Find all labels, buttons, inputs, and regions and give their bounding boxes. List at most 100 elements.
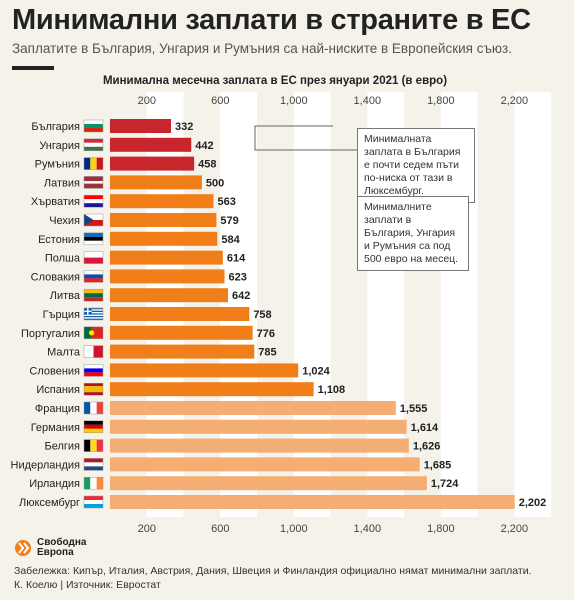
country-flag-icon (83, 176, 104, 189)
bar-row: Унгария 442 (39, 137, 214, 152)
value-label: 2,202 (519, 497, 547, 509)
country-label: Естония (38, 234, 80, 246)
bar-row: Испания 1,108 (36, 382, 346, 397)
rfe-logo-icon (15, 540, 31, 556)
country-flag-icon (83, 420, 104, 434)
bar (110, 250, 223, 265)
bar (110, 419, 407, 434)
bar (110, 213, 217, 227)
value-label: 785 (258, 347, 276, 359)
x-tick-label-bottom: 1,000 (280, 523, 308, 535)
grid-band (514, 92, 552, 517)
bar-row: Малта 785 (47, 344, 277, 359)
wage-bar-chart: Минимална месечна заплата в ЕС през януа… (11, 75, 552, 535)
country-label: Словакия (31, 271, 80, 283)
country-label: Германия (31, 422, 80, 434)
bar-row: Люксембург 2,202 (19, 495, 546, 509)
value-label: 563 (217, 196, 235, 208)
bar-row: Чехия 579 (49, 213, 239, 227)
value-label: 642 (232, 290, 250, 302)
country-label: Франция (35, 403, 80, 415)
grid-band (146, 92, 184, 517)
value-label: 1,024 (302, 365, 330, 377)
country-label: Ирландия (29, 478, 80, 490)
value-label: 1,614 (411, 422, 439, 434)
x-tick-label-top: 1,000 (280, 95, 308, 107)
x-tick-label-top: 1,800 (427, 95, 455, 107)
top-axis: 200 600 1,000 1,400 1,800 2,200 (138, 95, 529, 107)
bar-row: Естония 584 (38, 231, 241, 246)
bar (110, 325, 253, 340)
country-label: Люксембург (19, 497, 80, 509)
bar-row: Словакия 623 (31, 269, 247, 284)
country-flag-icon (83, 439, 104, 452)
bar-rows: България 332 Унгария 442 Румъния 458 Латвия 500… (11, 119, 546, 509)
bar (110, 175, 202, 190)
chart-title: Минимална месечна заплата в ЕС през януа… (103, 75, 447, 87)
x-tick-label-bottom: 200 (138, 523, 156, 535)
bar-row: Франция 1,555 (35, 401, 427, 415)
footer-source: К. Коелю | Източник: Евростат (14, 579, 161, 591)
bar-row: Португалия 776 (21, 325, 275, 340)
bar (110, 363, 299, 378)
value-label: 1,685 (424, 459, 452, 471)
country-label: Хърватия (31, 196, 80, 208)
value-label: 442 (195, 140, 213, 152)
country-flag-icon (83, 232, 104, 246)
bar-row: Нидерландия 1,685 (11, 457, 452, 472)
bar-row: Латвия 500 (44, 175, 224, 190)
bar-row: Румъния 458 (35, 156, 217, 171)
grid-band (293, 92, 331, 517)
grid-bands (146, 92, 552, 517)
value-label: 458 (198, 159, 216, 171)
bar-row: Белгия 1,626 (44, 438, 440, 453)
bar (110, 288, 228, 303)
country-flag-icon (83, 251, 104, 264)
country-label: Гърция (43, 309, 80, 321)
x-tick-label-bottom: 600 (211, 523, 229, 535)
country-flag-icon (83, 288, 104, 302)
bar (110, 231, 218, 246)
country-flag-icon (83, 138, 104, 152)
logo-line1: Свободна (37, 537, 87, 548)
bar (110, 137, 192, 152)
country-flag-icon (83, 345, 104, 358)
bar (110, 382, 314, 397)
country-label: Португалия (21, 328, 80, 340)
x-tick-label-bottom: 1,800 (427, 523, 455, 535)
bottom-axis: 200 600 1,000 1,400 1,800 2,200 (138, 523, 529, 535)
footer-note: Забележка: Кипър, Италия, Австрия, Дания… (14, 565, 532, 577)
country-flag-icon (83, 213, 104, 227)
bar-row: Литва 642 (50, 288, 250, 303)
value-label: 1,108 (318, 384, 346, 396)
bar-row: Гърция 758 (43, 307, 272, 321)
country-label: Чехия (49, 215, 80, 227)
country-flag-icon (83, 458, 104, 471)
country-flag-icon (83, 307, 104, 321)
value-label: 584 (221, 234, 240, 246)
x-tick-label-bottom: 1,400 (354, 523, 382, 535)
bar (110, 457, 420, 472)
title-accent-bar (12, 66, 54, 70)
country-label: България (31, 121, 80, 133)
bar (110, 119, 172, 133)
value-label: 332 (175, 121, 193, 133)
value-label: 623 (229, 271, 247, 283)
bar (110, 476, 427, 491)
annotation-bulgaria-luxembourg: Минималната заплата в България е почти с… (357, 128, 475, 203)
x-tick-label-top: 600 (211, 95, 229, 107)
value-label: 500 (206, 177, 224, 189)
value-label: 758 (253, 309, 271, 321)
x-tick-label-top: 200 (138, 95, 156, 107)
value-label: 614 (227, 253, 246, 265)
bar-row: Ирландия 1,724 (29, 476, 459, 491)
bar (110, 344, 255, 359)
country-flag-icon (83, 401, 104, 415)
bar (110, 438, 409, 453)
annotation-low-wages: Минималните заплати в България, Унгария … (357, 196, 469, 271)
page-subtitle: Заплатите в България, Унгария и Румъния … (12, 41, 512, 56)
logo-line2: Европа (37, 547, 74, 558)
x-tick-label-top: 2,200 (501, 95, 529, 107)
rfe-logo: Свободна Европа (14, 538, 86, 558)
bar-row: Полша 614 (45, 250, 246, 265)
